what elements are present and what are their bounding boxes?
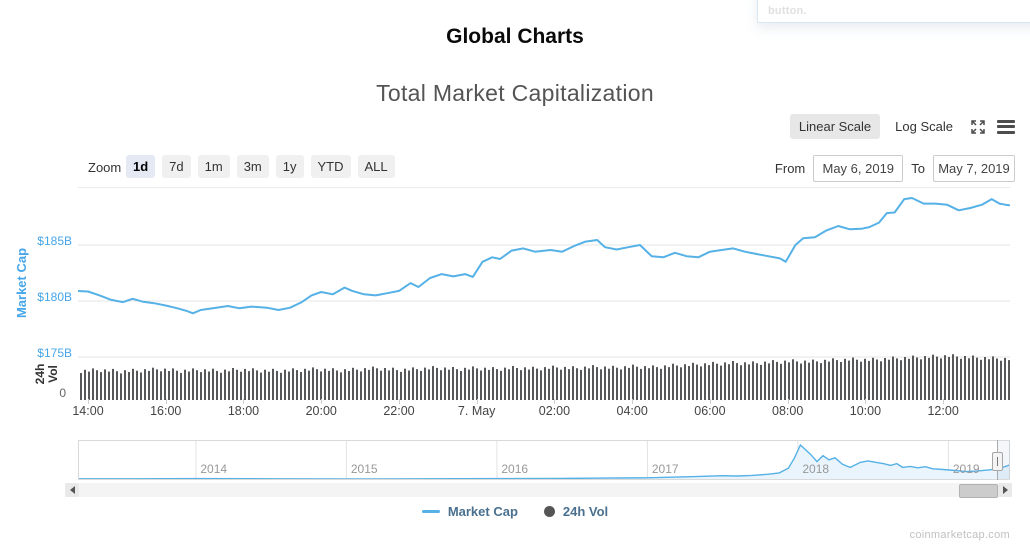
x-tick: [554, 399, 556, 404]
ytick-185b: $185B: [37, 234, 72, 248]
market-cap-line: [78, 197, 1010, 315]
linear-scale-button[interactable]: Linear Scale: [789, 114, 881, 139]
navigator-year-label: 2019: [952, 462, 980, 476]
expand-arrows-icon[interactable]: [968, 117, 988, 137]
x-tick: [243, 399, 245, 404]
chart-top-border: [78, 187, 1010, 188]
log-scale-button[interactable]: Log Scale: [889, 114, 959, 139]
to-date-input[interactable]: [933, 155, 1015, 182]
x-tick: [398, 399, 400, 404]
scrollbar-thumb[interactable]: [959, 484, 998, 498]
volume-bars: [80, 354, 1010, 400]
x-tick-label: 7. May: [457, 404, 496, 418]
x-tick-label: 12:00: [927, 404, 959, 418]
zoom-button-1d[interactable]: 1d: [126, 155, 156, 178]
volume-ytick-0: 0: [59, 386, 66, 400]
x-tick: [321, 399, 323, 404]
navigator-chart[interactable]: [78, 440, 1010, 480]
market-cap-volume-chart[interactable]: [78, 186, 1010, 402]
from-label: From: [774, 161, 806, 176]
market-cap-line-marker: [421, 510, 440, 513]
date-range-controls: From To: [775, 155, 1015, 182]
navigator-year-label: 2016: [501, 462, 529, 476]
legend-market-cap-label: Market Cap: [447, 504, 518, 519]
x-tick-label: 10:00: [849, 404, 882, 418]
ytick-180b: $180B: [37, 290, 72, 304]
zoom-button-1m[interactable]: 1m: [197, 155, 230, 178]
left-arrow-icon[interactable]: [65, 483, 79, 497]
x-tick: [165, 399, 167, 404]
x-tick: [709, 399, 711, 404]
ytick-175b: $175B: [37, 346, 72, 360]
x-tick: [787, 399, 789, 404]
scrollbar-track[interactable]: [65, 483, 1012, 497]
legend-item-24h-vol[interactable]: 24h Vol: [543, 504, 609, 519]
x-tick-label: 04:00: [616, 404, 648, 418]
to-label: To: [911, 161, 925, 176]
x-tick-label: 08:00: [772, 404, 804, 418]
right-arrow-icon[interactable]: [998, 483, 1012, 497]
x-tick: [476, 399, 478, 404]
x-tick-label: 14:00: [72, 404, 104, 418]
zoom-button-7d[interactable]: 7d: [162, 155, 191, 178]
chart-title: Total Market Capitalization: [376, 80, 654, 106]
zoom-button-all[interactable]: ALL: [357, 155, 395, 178]
scale-controls: Linear Scale Log Scale: [789, 114, 1015, 139]
legend-24h-vol-label: 24h Vol: [562, 504, 609, 519]
zoom-button-3m[interactable]: 3m: [236, 155, 269, 178]
chart-legend: Market Cap 24h Vol: [0, 504, 1030, 519]
navigator-area: [78, 445, 1010, 480]
tooltip-fragment: button.: [757, 0, 1030, 23]
navigator-year-label: 2018: [802, 462, 830, 476]
x-tick-label: 20:00: [305, 404, 337, 418]
navigator-year-label: 2015: [350, 462, 378, 476]
navigator-handle[interactable]: [992, 452, 1003, 471]
x-tick: [632, 399, 634, 404]
zoom-button-ytd[interactable]: YTD: [310, 155, 351, 178]
hamburger-icon[interactable]: [997, 117, 1015, 137]
zoom-button-group: 1d 7d 1m 3m 1y YTD ALL: [126, 155, 395, 178]
volume-dot-marker: [543, 506, 555, 517]
x-tick: [88, 399, 89, 404]
navigator-line: [78, 443, 1010, 480]
x-tick-label: 22:00: [383, 404, 415, 418]
x-tick-label: 02:00: [538, 404, 571, 418]
zoom-button-1y[interactable]: 1y: [275, 155, 304, 178]
x-tick: [943, 399, 945, 404]
page-title: Global Charts: [446, 25, 584, 48]
x-tick-label: 18:00: [227, 404, 260, 418]
x-tick: [865, 399, 867, 404]
watermark: coinmarketcap.com: [909, 529, 1010, 541]
legend-item-market-cap[interactable]: Market Cap: [421, 504, 518, 519]
x-tick-label: 06:00: [694, 404, 726, 418]
from-date-input[interactable]: [813, 155, 904, 182]
navigator-year-label: 2014: [200, 462, 228, 476]
tooltip-fragment-text: button.: [768, 5, 807, 17]
navigator-year-label: 2017: [651, 462, 679, 476]
x-tick-label: 16:00: [150, 404, 182, 418]
zoom-label: Zoom: [88, 160, 122, 175]
